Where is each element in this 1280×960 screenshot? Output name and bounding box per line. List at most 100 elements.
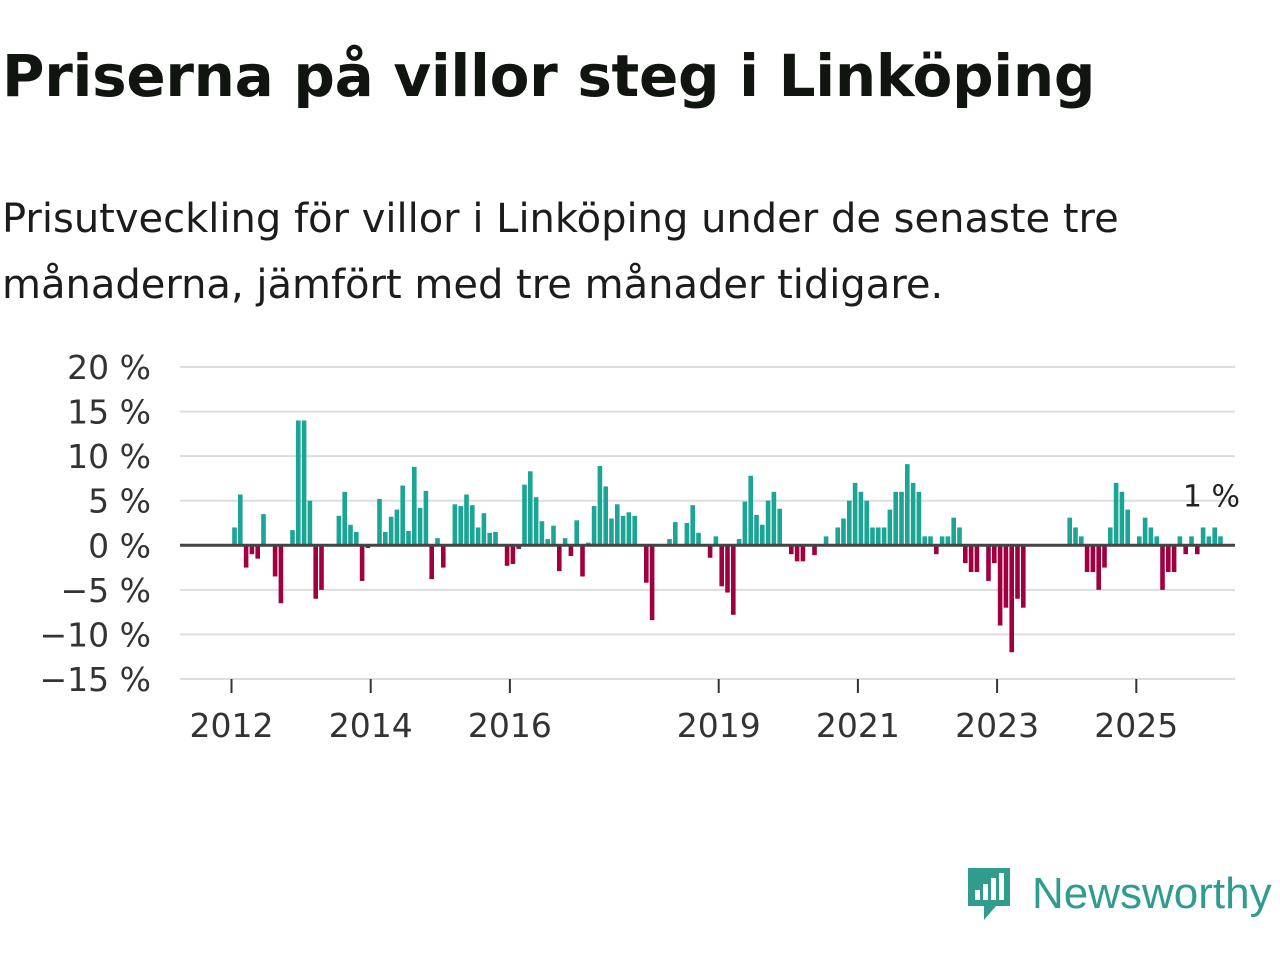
bar [452,504,458,546]
newsworthy-logo: Newsworthy [964,864,1272,924]
bar [974,545,980,573]
bar-chart: 20 % 15 % 10 % 5 % 0 % −5 % −10 % −15 % 2012 2014… [40,348,1241,745]
bar [957,527,962,546]
brand-name: Newsworthy [1032,869,1272,918]
bar [615,504,620,546]
bar [626,512,632,546]
bar [1102,545,1107,568]
bar [934,545,939,555]
bar [545,539,550,546]
bar [481,513,487,546]
bar [528,471,533,546]
bar [881,527,887,546]
bar [754,514,759,546]
y-tick-label: 20 % [67,348,151,387]
bar [307,500,313,546]
bar [1148,527,1154,546]
bar [354,531,359,546]
bar [313,545,318,599]
bar [1189,536,1194,546]
bar [864,500,869,546]
bar [342,491,347,546]
bar-series [232,420,1223,653]
y-tick-label: 0 % [88,526,151,565]
bar [719,545,724,587]
bar [968,545,974,573]
bar [597,465,603,546]
bar [858,491,864,546]
y-tick-label: 10 % [67,437,151,476]
bar [249,545,255,555]
bar [835,527,840,546]
x-tick-label: 2012 [190,706,274,745]
bar [1171,545,1177,573]
bar [812,545,817,556]
bar [841,518,846,546]
bar [684,523,690,546]
bar [441,545,446,568]
bar [522,484,527,546]
bar [736,539,742,546]
y-tick-label: −5 % [61,571,152,610]
bar [997,545,1003,626]
bar [412,466,417,546]
bar [748,475,753,546]
bar [319,545,324,590]
bar [609,518,614,546]
newsworthy-logo-icon [968,868,1010,920]
bar [261,514,266,546]
bar [580,545,585,577]
bar [632,515,637,546]
bar [707,545,713,558]
bar [417,507,423,546]
bar [1200,527,1206,546]
bar [644,545,649,583]
bar [800,545,806,562]
bar [243,545,249,568]
bar [296,420,301,546]
bar [394,509,400,546]
bar [359,545,365,581]
bar [852,482,858,546]
bar [667,539,672,546]
bar [435,538,440,546]
bar [470,505,475,546]
chart-subtitle: Prisutveckling för villor i Linköping un… [2,196,1119,308]
bar [1119,491,1125,546]
bar [1212,527,1217,546]
bar [876,527,881,546]
bar [1113,482,1119,546]
bar [794,545,800,562]
bar [963,545,968,564]
x-tick-label: 2019 [677,706,761,745]
bar [905,464,910,546]
bar [887,509,893,546]
x-tick-label: 2021 [816,706,900,745]
bar [847,500,852,546]
bar [1195,545,1200,555]
bar [928,536,933,546]
bar [939,536,945,546]
bar [272,545,278,577]
bar [916,491,922,546]
bar [649,545,655,621]
bar [464,494,469,546]
bar [551,525,556,546]
bar [1015,545,1020,599]
bar [458,506,463,546]
bar [562,538,568,546]
bar [406,531,411,546]
bar [789,545,794,555]
y-tick-label: 15 % [67,393,151,432]
x-tick-label: 2016 [468,706,552,745]
bar [1090,545,1096,573]
x-tick-label: 2023 [955,706,1039,745]
bar [1079,536,1084,546]
bar [603,486,608,546]
bar [574,520,579,546]
bar [493,531,498,546]
bar [238,494,243,546]
bar [1154,536,1159,546]
bar [255,545,260,559]
bar [986,545,991,581]
